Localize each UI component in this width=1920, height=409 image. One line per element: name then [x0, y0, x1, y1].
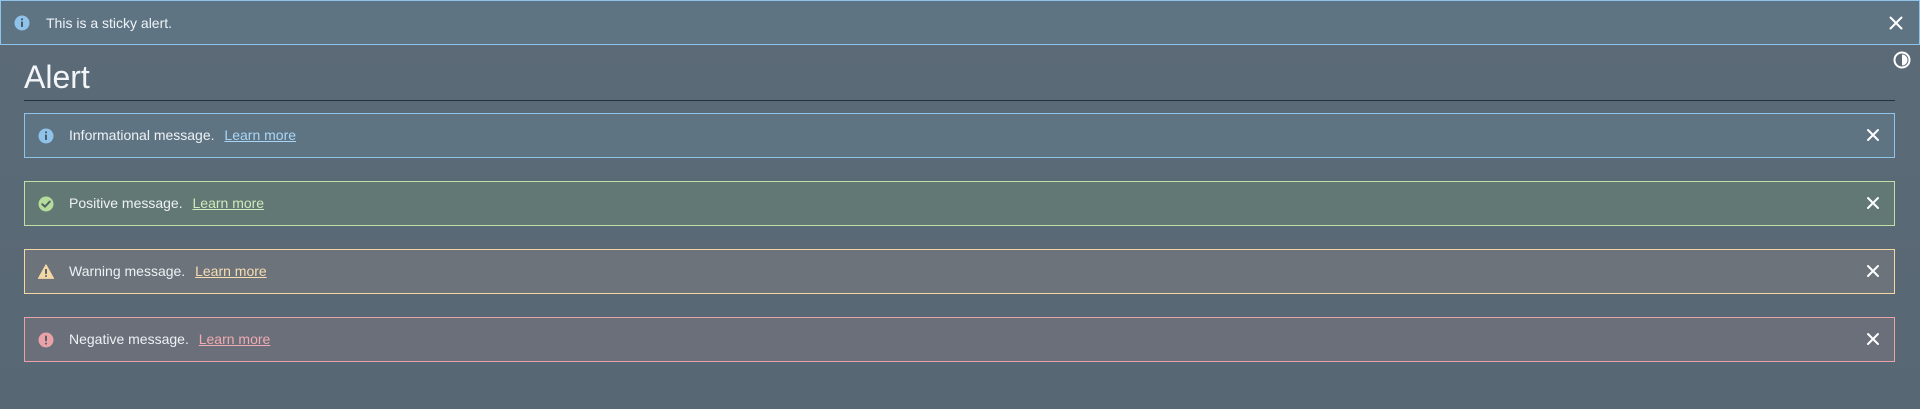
alert-message: Negative message. Learn more [69, 318, 270, 361]
contrast-icon [1893, 51, 1911, 69]
page-title: Alert [24, 59, 90, 95]
alert-message: Positive message. Learn more [69, 182, 264, 225]
alert-text: Warning message. [69, 263, 186, 279]
alert-close-button[interactable] [1864, 194, 1882, 212]
error-circle-icon [37, 331, 55, 349]
learn-more-link[interactable]: Learn more [198, 331, 271, 347]
learn-more-link[interactable]: Learn more [192, 195, 265, 211]
alert-positive: Positive message. Learn more [24, 181, 1895, 226]
alert-informational: Informational message. Learn more [24, 113, 1895, 158]
learn-more-link[interactable]: Learn more [195, 263, 267, 279]
sticky-alert-close-button[interactable] [1887, 14, 1905, 32]
title-divider [24, 100, 1895, 101]
theme-toggle-button[interactable] [1893, 51, 1911, 69]
close-icon [1867, 333, 1879, 345]
warning-triangle-icon [37, 263, 55, 281]
alert-text: Negative message. [69, 331, 189, 347]
alert-close-button[interactable] [1864, 330, 1882, 348]
alert-close-button[interactable] [1864, 126, 1882, 144]
close-icon [1889, 16, 1903, 30]
alert-text: Informational message. [69, 127, 215, 143]
alert-warning: Warning message. Learn more [24, 249, 1895, 294]
close-icon [1867, 129, 1879, 141]
close-icon [1867, 265, 1879, 277]
info-icon [37, 127, 55, 145]
info-icon [13, 14, 31, 32]
alert-negative: Negative message. Learn more [24, 317, 1895, 362]
sticky-alert: This is a sticky alert. [0, 0, 1920, 45]
alert-message: Warning message. Learn more [69, 250, 267, 293]
alert-close-button[interactable] [1864, 262, 1882, 280]
alert-message: Informational message. Learn more [69, 114, 296, 157]
learn-more-link[interactable]: Learn more [224, 127, 297, 143]
check-circle-icon [37, 195, 55, 213]
close-icon [1867, 197, 1879, 209]
alert-text: Positive message. [69, 195, 183, 211]
sticky-alert-text: This is a sticky alert. [46, 15, 173, 31]
